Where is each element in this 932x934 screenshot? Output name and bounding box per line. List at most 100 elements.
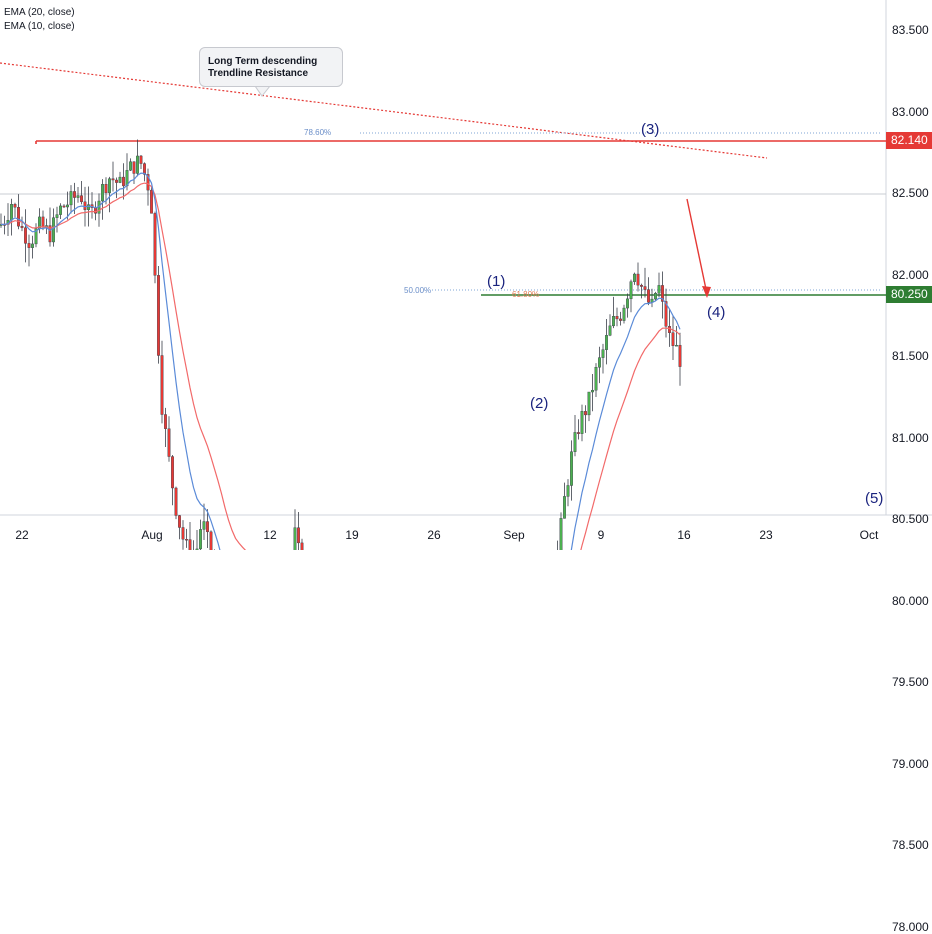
candle-body <box>594 367 598 391</box>
price-chart[interactable] <box>0 0 932 753</box>
x-tick-label: 12 <box>263 528 277 542</box>
x-tick-label: Aug <box>141 528 163 542</box>
candle-body <box>619 318 622 321</box>
candle-body <box>136 155 139 174</box>
candle-body <box>143 163 146 175</box>
candle-body <box>146 174 150 191</box>
candle-body <box>563 496 566 519</box>
candle-body <box>160 355 164 415</box>
y-tick-label: 83.500 <box>892 23 929 37</box>
y-tick-label: 78.000 <box>892 919 929 934</box>
candle-body <box>52 217 55 243</box>
annotation-line-2: Trendline Resistance <box>208 68 309 79</box>
fib-618-label: 61.80% <box>512 290 540 299</box>
candle-body <box>73 191 76 198</box>
candle-body <box>612 316 615 327</box>
candle-body <box>178 515 181 528</box>
y-tick-label: 80.000 <box>892 593 929 608</box>
x-tick-label: 22 <box>15 528 29 542</box>
trendline-annotation[interactable]: Long Term descending Trendline Resistance <box>199 47 343 87</box>
candlestick-series <box>0 139 682 753</box>
candle-body <box>678 344 682 367</box>
candle-body <box>577 432 580 434</box>
candle-body <box>181 527 185 540</box>
candle-body <box>164 414 167 429</box>
candle-body <box>573 432 577 452</box>
legend-ema20[interactable]: EMA (20, close) <box>4 7 75 18</box>
candle-body <box>132 161 136 174</box>
candle-body <box>605 335 608 350</box>
candle-body <box>636 273 640 286</box>
candle-body <box>80 195 83 203</box>
descending-trendline[interactable] <box>0 62 768 159</box>
candle-body <box>202 521 206 530</box>
candle-body <box>83 201 87 210</box>
x-tick-label: 19 <box>345 528 359 542</box>
candle-body <box>587 391 591 416</box>
x-tick-label: 16 <box>677 528 691 542</box>
candle-body <box>591 389 594 393</box>
candle-body <box>153 213 157 276</box>
y-tick-label: 81.000 <box>892 430 929 445</box>
candle-body <box>59 205 62 215</box>
wave-label-4: (4) <box>707 304 726 321</box>
y-tick-label: 82.000 <box>892 267 929 282</box>
candle-body <box>643 286 647 290</box>
candle-body <box>48 225 52 243</box>
candle-body <box>185 538 188 541</box>
support-price-tag[interactable]: 80.250 <box>886 286 932 303</box>
x-tick-label: Oct <box>859 528 879 542</box>
candle-body <box>129 161 132 171</box>
candle-body <box>87 204 90 210</box>
annotation-line-1: Long Term descending <box>208 56 318 67</box>
candle-body <box>675 344 678 347</box>
candle-body <box>66 204 69 208</box>
y-tick-label: 81.500 <box>892 349 929 363</box>
candle-body <box>664 301 668 327</box>
candle-body <box>174 487 178 516</box>
candle-body <box>608 325 612 336</box>
candle-body <box>171 456 174 489</box>
candle-body <box>629 281 633 300</box>
x-tick-label: Sep <box>503 528 525 542</box>
wave-label-2: (2) <box>530 395 549 412</box>
candle-body <box>598 357 601 368</box>
candle-body <box>199 529 202 550</box>
candle-body <box>671 332 675 346</box>
candle-body <box>657 285 661 294</box>
candle-body <box>615 316 619 320</box>
projection-arrow-head <box>702 286 711 298</box>
candle-body <box>24 227 27 244</box>
candle-body <box>209 531 213 563</box>
candle-body <box>580 411 584 434</box>
candle-body <box>566 485 570 497</box>
indicator-legend: EMA (20, close) EMA (10, close) <box>4 6 75 34</box>
candle-body <box>17 207 20 227</box>
candle-body <box>654 292 657 300</box>
candle-body <box>297 527 300 544</box>
candle-body <box>188 539 192 562</box>
y-tick-label: 80.500 <box>892 512 929 526</box>
candle-body <box>570 451 573 486</box>
candle-body <box>300 542 304 577</box>
candle-body <box>661 285 664 302</box>
candle-body <box>150 189 153 214</box>
resistance-price-tag[interactable]: 82.140 <box>886 132 932 149</box>
candle-body <box>76 195 80 198</box>
y-tick-label: 79.000 <box>892 756 929 771</box>
candle-body <box>118 176 122 183</box>
fib-500-label: 50.00% <box>404 286 432 295</box>
candle-body <box>104 184 108 194</box>
candle-body <box>69 191 73 206</box>
legend-ema10[interactable]: EMA (10, close) <box>4 21 75 32</box>
candle-body <box>633 273 636 282</box>
y-tick-label: 83.000 <box>892 104 929 119</box>
candle-body <box>10 204 13 221</box>
projection-arrow-line <box>686 198 708 295</box>
x-tick-label: 9 <box>597 528 605 542</box>
candle-body <box>206 521 209 533</box>
x-tick-label: 23 <box>759 528 773 542</box>
candle-body <box>559 518 563 555</box>
candle-body <box>31 243 34 248</box>
